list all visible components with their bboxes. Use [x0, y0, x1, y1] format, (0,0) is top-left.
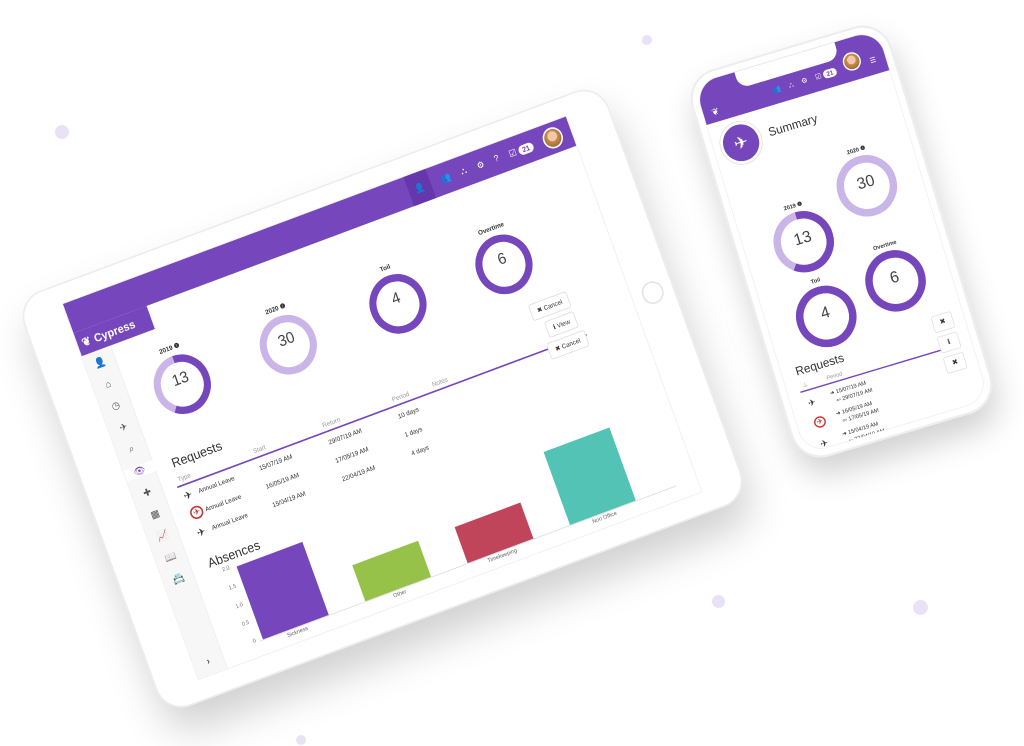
donut-overtime: Overtime 6: [854, 233, 935, 320]
sidebar-plus-icon[interactable]: ✚: [141, 485, 153, 500]
y-tick-label: 1.5: [228, 583, 238, 592]
tree-icon: ❦: [79, 333, 93, 349]
plane-cancelled-icon: ✈: [188, 503, 206, 521]
sidebar-contacts-icon[interactable]: 📇: [170, 571, 186, 586]
sidebar-calendar-icon[interactable]: ▦: [148, 507, 162, 521]
cancel-button[interactable]: ✖: [942, 351, 968, 375]
group-icon[interactable]: 👥: [439, 171, 453, 185]
donut-ring: [865, 250, 926, 312]
row-period: 4 days: [410, 443, 430, 458]
avatar[interactable]: [539, 124, 566, 152]
notification-badge: 21: [516, 141, 535, 156]
hamburger-menu-icon[interactable]: ☰: [868, 55, 878, 66]
user-icon[interactable]: 👤: [403, 168, 436, 207]
sitemap-icon[interactable]: ⛬: [787, 80, 795, 90]
donut-ring: [153, 354, 211, 414]
info-icon[interactable]: ❶: [857, 144, 867, 153]
sidebar-user-icon[interactable]: 👤: [92, 355, 108, 370]
plane-icon: ✈: [806, 396, 818, 409]
row-return: 22/04/19 AM: [340, 463, 377, 484]
y-tick-label: 1.0: [234, 601, 244, 610]
row-start: 15/04/19 AM: [271, 489, 307, 509]
requests-divider: [177, 333, 587, 489]
donut-2020: 2020 ❶ 30: [246, 295, 328, 385]
row-period: 10 days: [396, 405, 420, 421]
row-return: 17/05/19 AM: [334, 445, 370, 465]
tablet-device: 👤 👥 ⛬ ⚙ ? ☑ 21 ❦ Cypress 👤 ⌂ ◷ ✈ ⌕ 👁 ✚ ▦ …: [15, 82, 750, 716]
tasks-icon[interactable]: ☑ 21: [814, 67, 838, 82]
tablet-screen: 👤 👥 ⛬ ⚙ ? ☑ 21 ❦ Cypress 👤 ⌂ ◷ ✈ ⌕ 👁 ✚ ▦ …: [61, 115, 703, 681]
sidebar-plane-icon[interactable]: ✈: [117, 420, 130, 434]
info-icon[interactable]: ❶: [794, 200, 803, 209]
decor-dot: [55, 125, 69, 139]
avatar[interactable]: [840, 50, 864, 73]
plane-icon: ✈: [181, 487, 195, 503]
donut-ring: [259, 314, 317, 375]
row-start: 16/05/19 AM: [264, 471, 301, 491]
plane-icon: ✈: [195, 524, 208, 540]
donut-toil: Toil 4: [355, 254, 437, 344]
sidebar-clock-icon[interactable]: ◷: [109, 398, 122, 413]
row-period: 1 days: [403, 425, 424, 439]
decor-dot: [642, 35, 652, 45]
decor-dot: [712, 595, 725, 608]
sidebar-search-icon[interactable]: ⌕: [126, 442, 136, 455]
sidebar-eye-icon[interactable]: 👁: [122, 460, 156, 482]
gear-icon[interactable]: ⚙: [475, 159, 486, 172]
donut-toil: Toil 4: [785, 269, 866, 356]
donut-2019: 2019 ❶ 13: [762, 194, 843, 281]
y-tick-label: 0.5: [241, 619, 251, 628]
donut-ring: [773, 211, 834, 273]
sidebar-expand-chevron-icon[interactable]: ›: [204, 654, 212, 667]
donut-ring: [475, 234, 533, 295]
info-icon[interactable]: ❶: [171, 341, 181, 351]
y-tick-label: 0: [252, 638, 257, 645]
gear-icon[interactable]: ⚙: [800, 76, 809, 86]
donut-ring: [796, 285, 857, 348]
donut-2020: 2020 ❶ 30: [825, 138, 906, 225]
home-button[interactable]: [638, 278, 667, 308]
sidebar-book-icon[interactable]: 📖: [163, 549, 178, 565]
requests-title: Requests: [169, 439, 225, 471]
plane-icon: ✈: [718, 119, 764, 166]
plane-icon: ✈: [818, 437, 830, 450]
group-icon[interactable]: 👥: [771, 84, 783, 95]
donut-ring: [369, 274, 427, 334]
decor-dot: [913, 600, 928, 615]
sitemap-icon[interactable]: ⛬: [459, 165, 469, 177]
sidebar-chart-icon[interactable]: 📈: [155, 528, 171, 543]
donut-2019: 2019 ❶ 13: [140, 334, 222, 424]
help-icon[interactable]: ?: [492, 153, 501, 165]
donut-ring: [836, 155, 898, 217]
notification-badge: 21: [822, 67, 838, 80]
sidebar-home-icon[interactable]: ⌂: [103, 377, 113, 391]
col-type-icon: ⊥: [801, 380, 809, 389]
row-type: Annual Leave: [204, 492, 243, 514]
row-type: Annual Leave: [210, 511, 249, 532]
decor-dot: [296, 735, 306, 745]
plane-cancelled-icon: ✈: [812, 414, 828, 430]
phone-header: 👥 ⛬ ⚙ ☑ 21 ☰: [694, 29, 890, 125]
info-icon[interactable]: ❶: [277, 301, 287, 312]
cancel-button[interactable]: ✖: [930, 311, 956, 334]
view-button[interactable]: ℹ: [936, 331, 962, 354]
tasks-icon[interactable]: ☑ 21: [507, 140, 535, 159]
x-axis-line: [259, 485, 677, 642]
donut-overtime: Overtime 6: [461, 214, 543, 304]
summary-title: Summary: [766, 111, 820, 140]
